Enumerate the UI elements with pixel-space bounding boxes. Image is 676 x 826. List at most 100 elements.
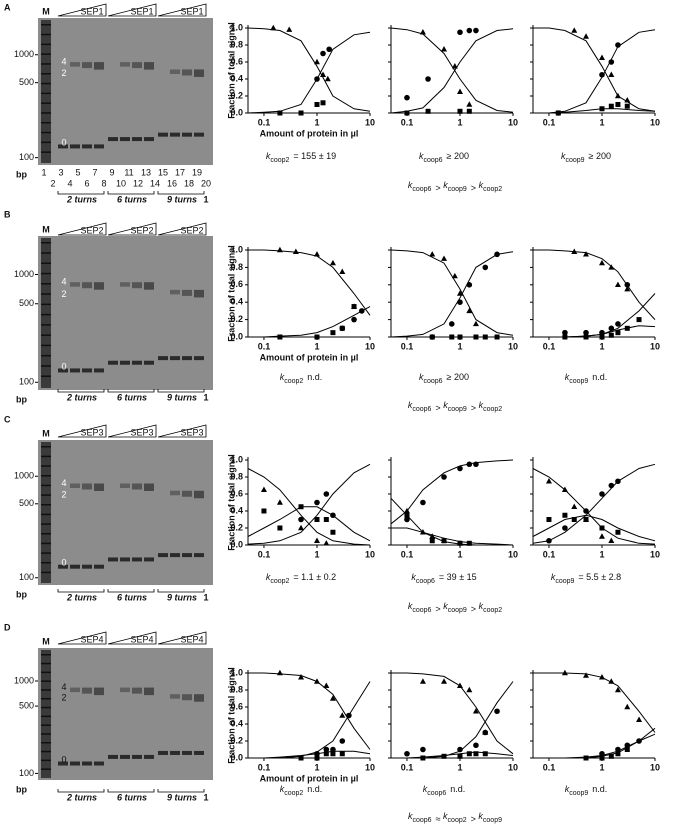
circle-point	[466, 461, 473, 468]
square-point	[457, 334, 463, 340]
gel-band	[182, 356, 192, 361]
fit-curve	[390, 27, 514, 113]
circle-point	[599, 71, 605, 78]
k-symbol: k	[479, 601, 484, 611]
lane-number: 15	[158, 167, 168, 177]
protein-wedge	[157, 631, 207, 645]
band-label: 2	[61, 693, 66, 703]
marker-band	[41, 112, 51, 114]
x-tick-label: 10	[650, 762, 660, 772]
y-tick-label: 0.0	[230, 331, 243, 341]
k-subscript: coop6	[416, 578, 435, 585]
gel-band	[170, 356, 180, 361]
band-label: 4	[61, 277, 66, 287]
triangle-point	[472, 708, 479, 714]
protein-wedge	[107, 222, 157, 236]
k-subscript: coop6	[423, 157, 442, 164]
k-subscript: coop9	[569, 790, 588, 797]
k-symbol: k	[561, 151, 566, 161]
y-tick-label: 1.0	[230, 667, 243, 677]
group-label: 9 turns	[167, 592, 197, 602]
square-point	[624, 103, 630, 109]
x-tick-label: 1	[314, 762, 319, 772]
marker-band	[41, 252, 51, 254]
protein-wedge	[157, 3, 207, 17]
x-tick-label: 0.1	[543, 117, 556, 127]
square-point	[277, 110, 283, 116]
circle-point	[466, 282, 473, 288]
triangle-point	[324, 75, 331, 82]
k-subscript: coop2	[270, 578, 289, 585]
group-bracket	[57, 191, 105, 195]
k-symbol: k	[443, 180, 448, 190]
gel-band	[70, 761, 80, 766]
band-label: 0	[61, 558, 66, 568]
protein-wedge	[107, 631, 157, 645]
fit-curve	[390, 251, 514, 338]
k-symbol: k	[419, 372, 424, 382]
square-point	[404, 110, 410, 116]
unit-label: bp	[16, 394, 27, 404]
gel-band	[158, 356, 168, 361]
size-label: 1000	[14, 675, 34, 685]
triangle-point	[276, 669, 283, 676]
circle-point	[608, 325, 615, 332]
size-label: 1000	[14, 471, 34, 481]
square-point	[615, 529, 621, 535]
x-tick-label: 10	[508, 117, 518, 127]
marker-band	[41, 542, 51, 545]
y-axis-label: Fraction of total signal	[226, 245, 236, 342]
triangle-point	[598, 54, 605, 60]
circle-point	[320, 50, 326, 57]
x-tick-label: 10	[365, 341, 375, 351]
circle-point	[339, 738, 346, 744]
k-subscript: coop6	[412, 186, 431, 193]
marker-band	[41, 465, 51, 467]
triangle-point	[320, 71, 327, 77]
k-subscript: coop9	[448, 186, 467, 193]
x-tick-label: 0.1	[401, 117, 414, 127]
k-symbol: k	[479, 180, 484, 190]
gel-band	[158, 132, 168, 137]
gel-band	[82, 144, 92, 149]
x-axis-label: Amount of protein in µl	[260, 773, 359, 783]
group-label: 6 turns	[117, 194, 147, 204]
group-label: 9 turns	[167, 792, 197, 802]
k-value: = 5.5 ± 2.8	[578, 572, 621, 582]
gel-band	[170, 750, 180, 755]
group-bracket	[157, 191, 205, 195]
gel-band	[94, 368, 104, 373]
k-symbol: k	[408, 601, 413, 611]
panel-letter: B	[4, 209, 11, 219]
square-point	[599, 106, 605, 112]
fit-curve	[247, 27, 371, 112]
x-tick-label: 0.1	[258, 341, 271, 351]
square-point	[277, 525, 283, 531]
circle-point	[420, 746, 426, 753]
protein-label: SEP3	[130, 427, 153, 437]
square-point	[599, 334, 605, 340]
k-label: kcoop9 n.d.	[565, 372, 608, 384]
marker-band	[41, 552, 51, 554]
circle-point	[314, 499, 320, 506]
fit-curve	[533, 249, 656, 320]
gel-band	[82, 761, 92, 766]
k-subscript: coop2	[284, 790, 303, 797]
square-point	[636, 317, 642, 323]
square-point	[298, 755, 304, 761]
marker-band	[41, 504, 51, 506]
k-symbol: k	[266, 151, 271, 161]
gel-band	[144, 62, 154, 70]
square-point	[599, 525, 605, 531]
gel-band	[182, 694, 192, 701]
circle-point	[546, 537, 552, 544]
fit-curve	[532, 463, 656, 544]
protein-wedge	[107, 424, 157, 438]
triangle-point	[451, 63, 458, 69]
y-tick-label: 0.6	[230, 279, 243, 289]
fit-curve	[247, 463, 371, 545]
triangle-point	[571, 503, 578, 509]
gel-band	[132, 62, 142, 69]
y-tick-label: 0.2	[230, 735, 243, 745]
triangle-point	[583, 33, 590, 39]
